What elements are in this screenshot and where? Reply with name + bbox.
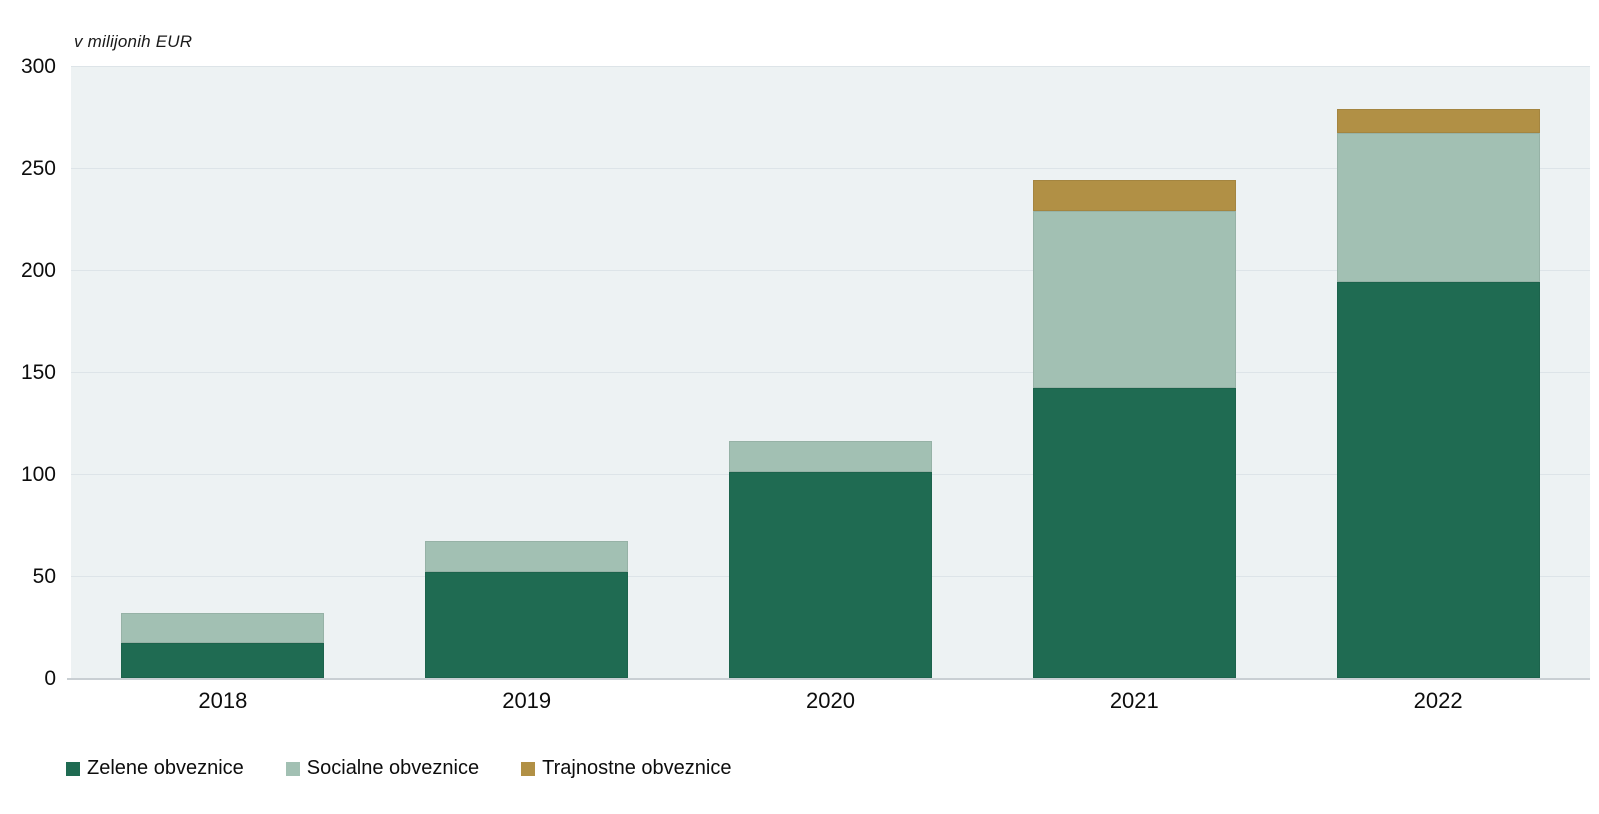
legend-label: Zelene obveznice xyxy=(87,757,244,779)
bar-segment-2020-zelene-obveznice xyxy=(729,471,932,678)
y-tick-label-50: 50 xyxy=(32,565,56,588)
legend-label: Socialne obveznice xyxy=(306,757,480,779)
plot-area xyxy=(67,66,1590,680)
bar-segment-2021-trajnostne-obveznice xyxy=(1032,180,1236,211)
x-tick-label-2021: 2021 xyxy=(1109,688,1159,713)
bar-segment-2019-socialne-obveznice xyxy=(425,541,629,572)
bar-segment-2018-socialne-obveznice xyxy=(121,612,325,644)
bar-segment-2020-socialne-obveznice xyxy=(729,441,932,472)
bar-segment-2022-zelene-obveznice xyxy=(1336,282,1540,678)
gridline-200 xyxy=(71,270,1590,271)
y-tick-label-250: 250 xyxy=(20,157,56,180)
axis-unit-label: v milijonih EUR xyxy=(74,32,193,51)
y-tick-label-300: 300 xyxy=(20,55,56,78)
legend-item-zelene-obveznice: Zelene obveznice xyxy=(66,757,244,780)
bar-segment-2021-socialne-obveznice xyxy=(1032,210,1236,389)
y-tick-label-150: 150 xyxy=(20,361,56,384)
bar-segment-2019-zelene-obveznice xyxy=(425,571,629,678)
y-tick-label-100: 100 xyxy=(20,463,56,486)
gridline-250 xyxy=(71,168,1590,169)
legend-swatch-green-icon xyxy=(66,761,80,776)
x-tick-label-2022: 2022 xyxy=(1413,688,1463,713)
x-tick-label-2019: 2019 xyxy=(502,688,552,713)
x-tick-label-2020: 2020 xyxy=(806,688,855,713)
gridline-300 xyxy=(71,66,1590,67)
bar-segment-2021-zelene-obveznice xyxy=(1032,388,1236,678)
bar-segment-2022-trajnostne-obveznice xyxy=(1336,108,1540,134)
legend-item-socialne-obveznice: Socialne obveznice xyxy=(285,757,480,780)
legend-swatch-sage-icon xyxy=(285,761,300,776)
x-axis-line xyxy=(67,678,1590,680)
bar-segment-2018-zelene-obveznice xyxy=(121,643,325,678)
y-tick-label-200: 200 xyxy=(20,259,56,282)
x-tick-label-2018: 2018 xyxy=(198,688,248,713)
legend-swatch-gold-icon xyxy=(521,761,536,776)
legend-item-trajnostne-obveznice: Trajnostne obveznice xyxy=(521,757,732,780)
gridline-150 xyxy=(71,372,1590,373)
bar-segment-2022-socialne-obveznice xyxy=(1336,133,1540,283)
legend-label: Trajnostne obveznice xyxy=(542,757,732,779)
y-tick-label-0: 0 xyxy=(44,667,56,690)
legend: Zelene obveznice Socialne obveznice Traj… xyxy=(66,757,732,780)
